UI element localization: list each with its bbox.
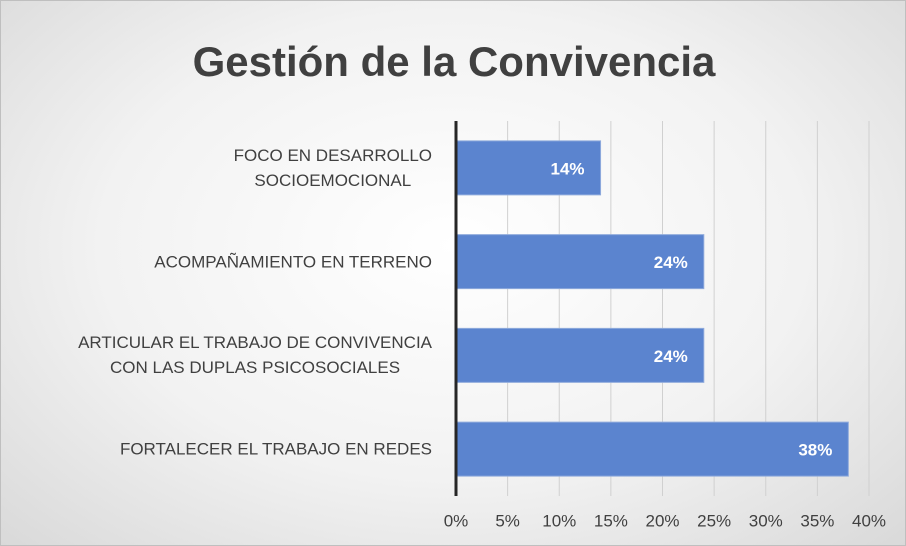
x-tick-label: 5% (495, 511, 520, 530)
chart-title: Gestión de la Convivencia (193, 38, 716, 85)
x-tick-label: 40% (852, 511, 886, 530)
x-tick-label: 35% (800, 511, 834, 530)
x-tick-label: 0% (444, 511, 469, 530)
bar (455, 421, 849, 477)
bar (455, 234, 705, 290)
y-tick-label: FORTALECER EL TRABAJO EN REDES (119, 439, 432, 459)
value-label: 24% (654, 253, 688, 272)
value-label: 14% (551, 159, 585, 178)
x-tick-label: 20% (645, 511, 679, 530)
y-tick-label: ACOMPAÑAMIENTO EN TERRENO (154, 252, 432, 272)
x-tick-label: 10% (542, 511, 576, 530)
x-tick-label: 25% (697, 511, 731, 530)
x-tick-label: 15% (594, 511, 628, 530)
x-tick-label: 30% (749, 511, 783, 530)
value-label: 38% (798, 441, 832, 460)
value-label: 24% (654, 347, 688, 366)
y-tick-label: FOCO EN DESARROLLO SOCIOEMOCIONAL (233, 145, 432, 190)
bar (455, 140, 602, 196)
y-tick-label: ARTICULAR EL TRABAJO DE CONVIVENCIA CON … (78, 333, 432, 378)
bar (455, 327, 705, 383)
